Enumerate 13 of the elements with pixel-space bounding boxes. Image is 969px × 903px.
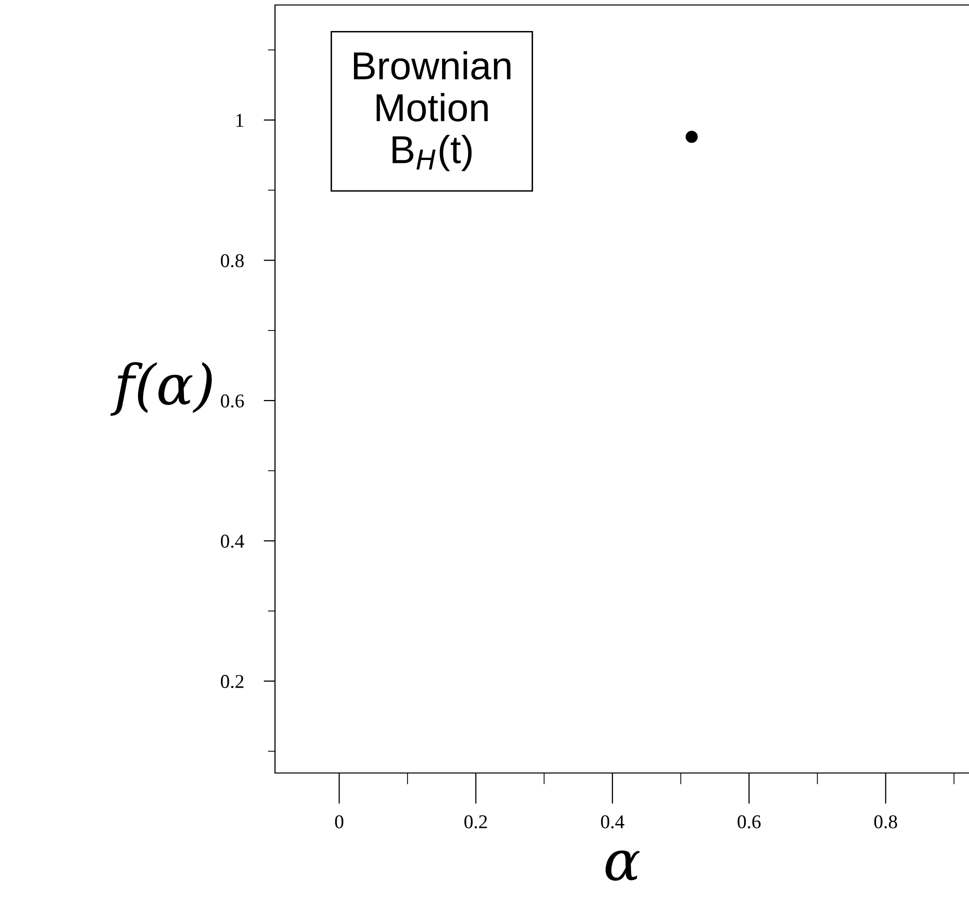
- annotation: Brownian Motion B$_{H}$(t): [354, 51, 510, 172]
- x-tick-label: 0.8: [874, 815, 898, 828]
- y-tick-label: 1: [236, 114, 244, 127]
- x-axis-title: α: [606, 850, 640, 881]
- y-tick-label: 0.2: [220, 674, 244, 688]
- y-tick-label: 0.8: [220, 254, 244, 268]
- x-tick-label: 0: [335, 815, 344, 828]
- x-tick-label: 0.6: [738, 815, 761, 828]
- y-tick-label: 0.6: [220, 394, 244, 408]
- y-axis-title: f(α): [110, 362, 212, 416]
- y-tick-label: 0.4: [220, 534, 244, 548]
- x-tick-label: 0.2: [464, 815, 487, 828]
- x-tick-label: 0.4: [601, 815, 624, 828]
